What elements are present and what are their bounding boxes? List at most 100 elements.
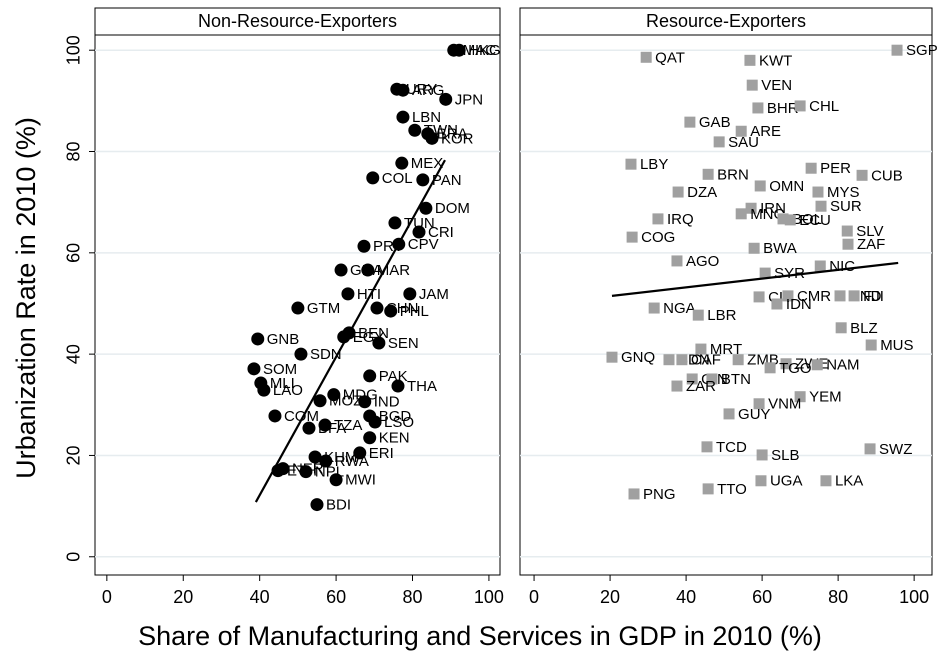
point: [672, 186, 684, 198]
point: [372, 336, 386, 350]
point-label: BTN: [721, 371, 751, 388]
point-label: FJI: [863, 288, 884, 305]
point: [692, 309, 704, 321]
point: [732, 354, 744, 366]
point: [753, 291, 765, 303]
point-label: URY: [406, 81, 437, 98]
point-label: BRN: [717, 166, 749, 183]
point-label: COG: [641, 229, 675, 246]
point-label: LBY: [640, 156, 668, 173]
point-label: CUB: [871, 167, 903, 184]
point-label: RWA: [335, 453, 369, 470]
point: [357, 239, 371, 253]
point-label: HTI: [357, 286, 381, 303]
point: [701, 441, 713, 453]
point: [257, 383, 271, 397]
point-label: MAC: [463, 42, 497, 59]
point: [308, 450, 322, 464]
point-label: MNG: [750, 206, 785, 223]
point: [425, 131, 439, 145]
point-label: KEN: [379, 430, 410, 447]
point-label: ERI: [369, 445, 394, 462]
point-label: PHL: [400, 303, 429, 320]
y-tick-label: 20: [64, 445, 84, 465]
point-label: LKA: [835, 473, 863, 490]
point: [748, 242, 760, 254]
point: [640, 51, 652, 63]
point: [864, 443, 876, 455]
point-label: IDN: [786, 296, 812, 313]
y-axis-label: Urbanization Rate in 2010 (%): [11, 117, 41, 479]
point-label: UGA: [770, 473, 803, 490]
point: [771, 298, 783, 310]
point: [723, 408, 735, 420]
point: [363, 431, 377, 445]
point: [746, 79, 758, 91]
point: [251, 332, 265, 346]
point-label: SAU: [728, 134, 759, 151]
panel-title: Resource-Exporters: [646, 11, 806, 31]
point: [419, 201, 433, 215]
point-label: BHR: [767, 100, 799, 117]
point-label: TGO: [779, 360, 812, 377]
point: [368, 415, 382, 429]
point-label: SLB: [771, 447, 799, 464]
point-label: QAT: [655, 49, 685, 66]
point-label: NGA: [663, 300, 696, 317]
point: [334, 263, 348, 277]
point: [391, 379, 405, 393]
point-label: JPN: [455, 91, 483, 108]
point: [834, 290, 846, 302]
point: [706, 373, 718, 385]
point: [780, 358, 792, 370]
point-label: LAO: [273, 382, 303, 399]
point: [702, 483, 714, 495]
point-label: LSO: [384, 414, 414, 431]
x-tick-label: 100: [899, 587, 929, 607]
x-tick-label: 0: [529, 587, 539, 607]
point: [452, 43, 466, 57]
point-label: BDI: [326, 497, 351, 514]
x-axis-label: Share of Manufacturing and Services in G…: [138, 621, 822, 651]
point: [686, 373, 698, 385]
point: [313, 394, 327, 408]
point: [341, 287, 355, 301]
point: [835, 322, 847, 334]
point: [329, 473, 343, 487]
point: [744, 54, 756, 66]
point-label: JAM: [419, 286, 449, 303]
point: [396, 110, 410, 124]
point: [891, 44, 903, 56]
point: [648, 302, 660, 314]
point-label: SLV: [856, 223, 883, 240]
panel-header: [519, 7, 933, 36]
point: [702, 168, 714, 180]
point: [294, 347, 308, 361]
x-tick-label: 60: [752, 587, 772, 607]
point: [752, 102, 764, 114]
y-tick-label: 0: [64, 552, 84, 562]
point-label: SUR: [830, 198, 862, 215]
point-label: SYR: [774, 265, 805, 282]
point-label: TZA: [334, 417, 362, 434]
point: [358, 395, 372, 409]
x-tick-label: 80: [402, 587, 422, 607]
point-label: ZAR: [686, 378, 716, 395]
point-label: MOZ: [329, 393, 362, 410]
point: [366, 171, 380, 185]
point-label: OMN: [769, 178, 804, 195]
point-label: HKG: [468, 42, 501, 59]
point: [318, 418, 332, 432]
point: [784, 214, 796, 226]
point-label: MEX: [411, 155, 444, 172]
point-label: ARE: [750, 123, 781, 140]
point: [625, 158, 637, 170]
point-label: VNM: [768, 396, 801, 413]
point: [327, 388, 341, 402]
point: [842, 238, 854, 250]
point-label: PAN: [432, 172, 462, 189]
point: [361, 263, 375, 277]
point-label: KWT: [759, 52, 792, 69]
point: [811, 359, 823, 371]
